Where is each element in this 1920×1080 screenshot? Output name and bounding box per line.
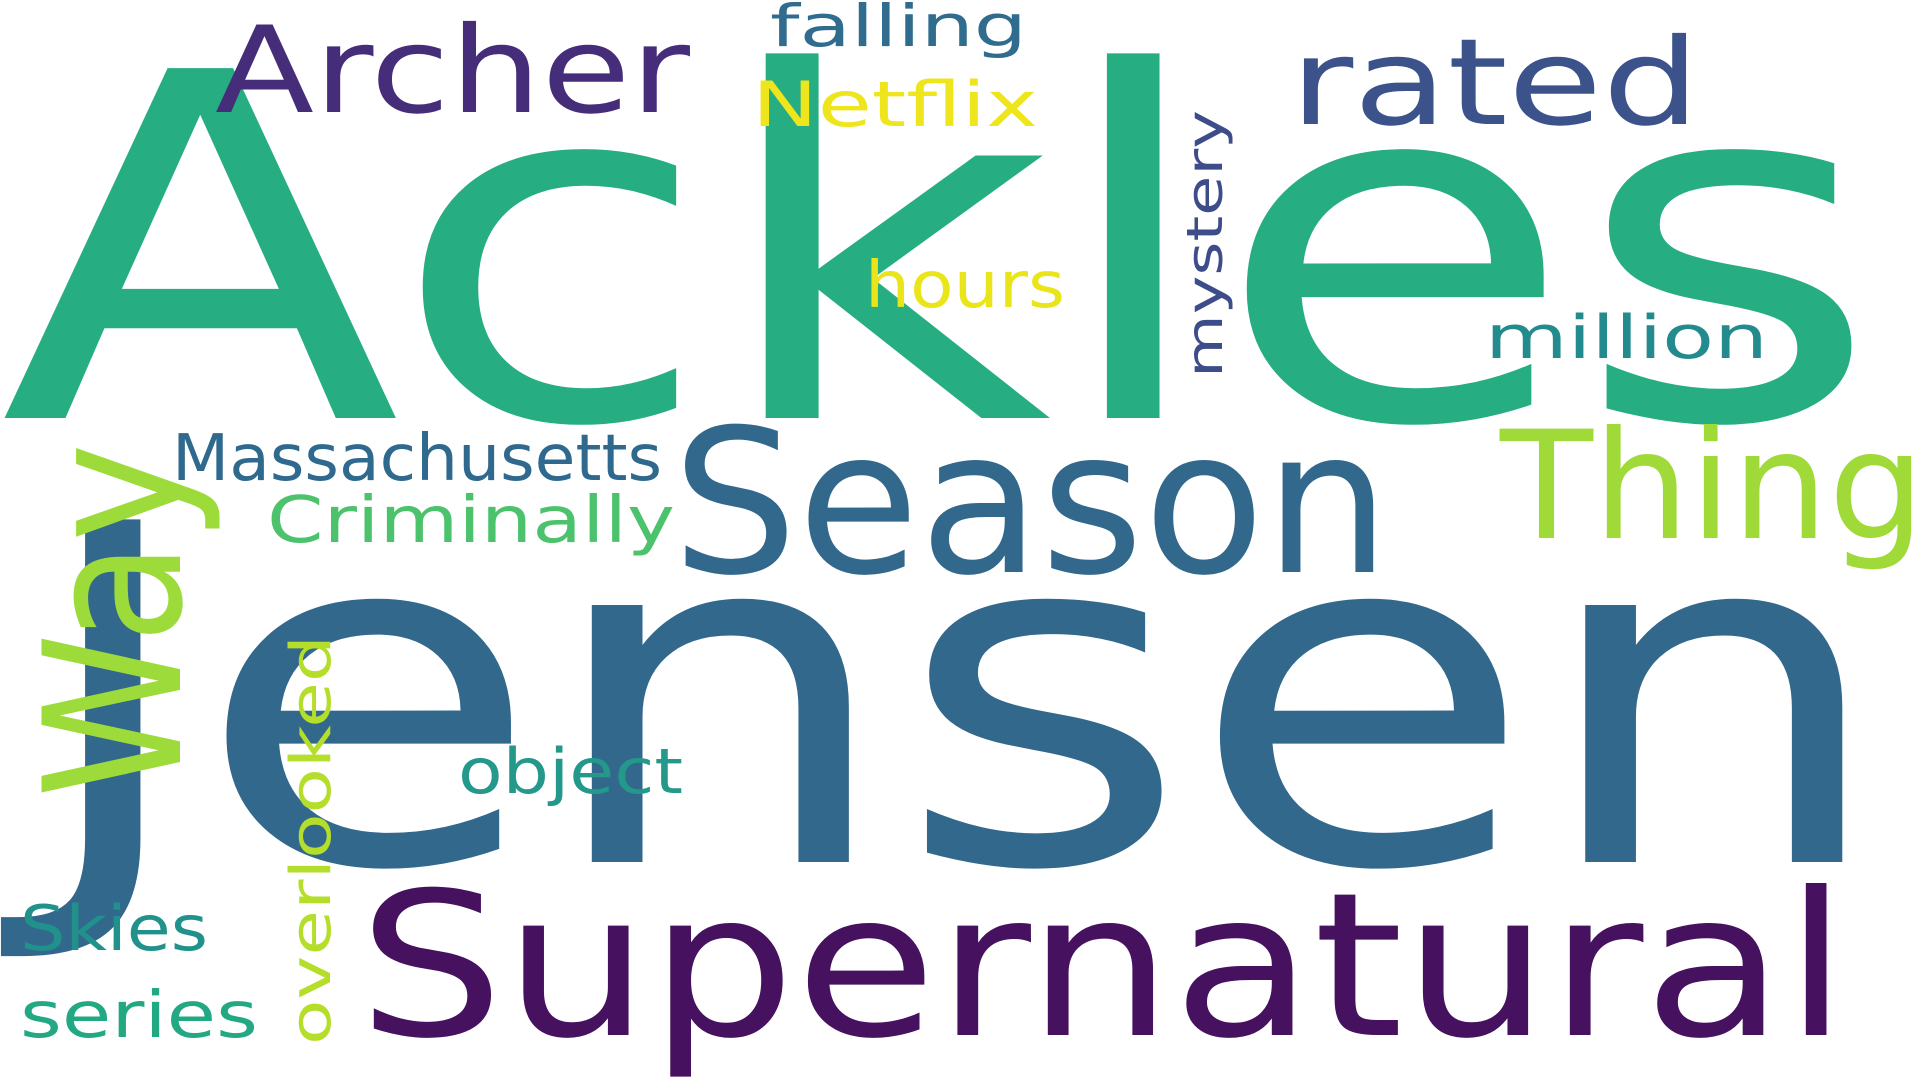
word-supernatural: Supernatural <box>358 850 1848 1080</box>
word-object: object <box>458 735 683 808</box>
word-million: million <box>1485 303 1768 373</box>
word-massachusetts: Massachusetts <box>172 422 662 496</box>
word-hours: hours <box>865 249 1065 323</box>
word-skies: Skies <box>20 892 208 965</box>
word-mystery: mystery <box>1176 110 1234 378</box>
word-netflix: Netflix <box>752 68 1038 141</box>
word-ackles: Ackles <box>0 0 1880 532</box>
word-overlooked: overlooked <box>279 635 344 1045</box>
word-rated: rated <box>1290 14 1700 153</box>
word-jensen: Jensen <box>0 426 1890 973</box>
word-criminally: Criminally <box>267 484 675 558</box>
word-series: series <box>20 979 258 1053</box>
word-season: Season <box>672 387 1390 620</box>
word-archer: Archer <box>215 2 691 141</box>
word-way: Way <box>4 443 225 798</box>
word-thing: Thing <box>1499 400 1920 574</box>
word-falling: falling <box>770 0 1027 60</box>
